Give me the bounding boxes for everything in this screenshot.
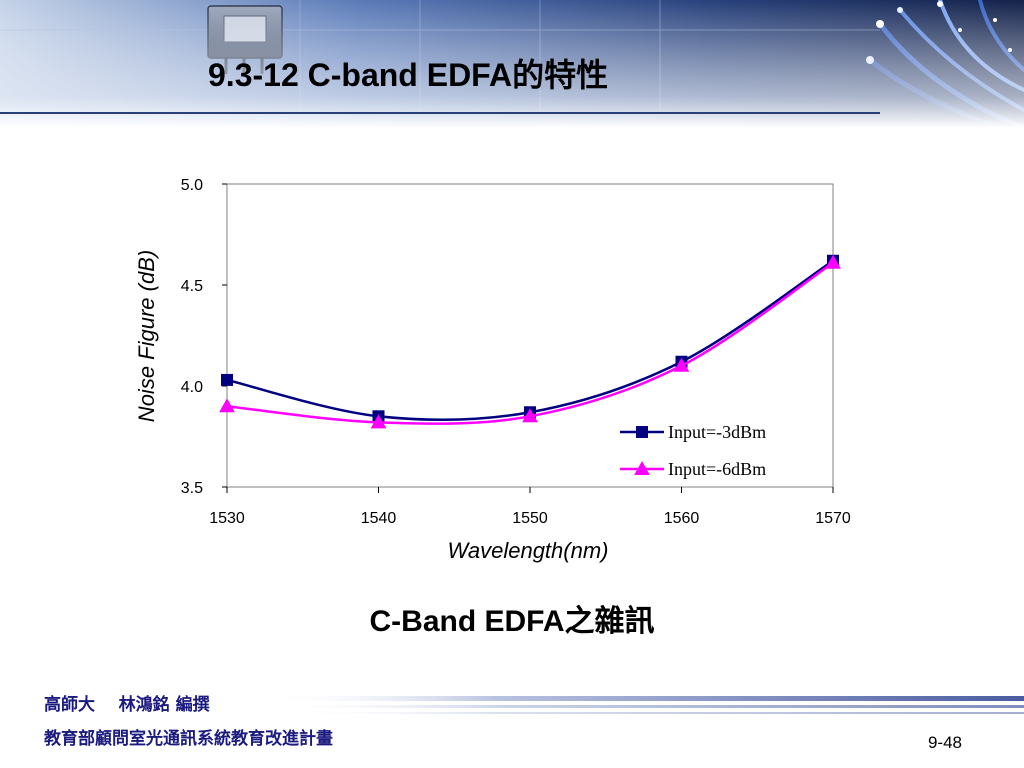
data-point xyxy=(219,398,235,413)
footer-bar xyxy=(0,690,1024,734)
footer-project: 教育部顧問室光通訊系統教育改進計畫 xyxy=(44,729,333,749)
data-point xyxy=(221,373,233,386)
data-point xyxy=(825,254,841,269)
legend-label: Input=-3dBm xyxy=(668,422,766,442)
y-tick-label: 5.0 xyxy=(181,177,203,194)
y-axis-label: Noise Figure (dB) xyxy=(134,250,159,422)
data-point xyxy=(522,408,538,423)
noise-figure-chart: 3.5 4.0 4.5 5.0 1530 1540 1550 1560 1570 Input=-… xyxy=(134,177,851,563)
x-axis-label: Wavelength(nm) xyxy=(448,538,609,563)
page-title: 9.3-12 C-band EDFA的特性 xyxy=(208,57,609,93)
page-number: 9-48 xyxy=(927,733,962,752)
data-point xyxy=(673,357,690,372)
x-tick-label: 1550 xyxy=(512,510,548,527)
x-tick-label: 1540 xyxy=(361,510,397,527)
y-tick-label: 4.5 xyxy=(181,278,203,295)
y-tick-label: 4.0 xyxy=(181,379,203,396)
legend-marker xyxy=(636,426,648,438)
chart-caption: C-Band EDFA之雜訊 xyxy=(369,605,655,638)
header-banner xyxy=(0,0,1024,128)
banner-graphic xyxy=(0,0,1024,128)
legend-marker xyxy=(634,460,650,475)
data-point xyxy=(370,414,387,429)
x-tick-label: 1560 xyxy=(664,510,700,527)
legend: Input=-3dBm Input=-6dBm xyxy=(620,422,766,479)
x-tick-label: 1570 xyxy=(815,510,851,527)
footer-stripes xyxy=(270,696,1024,714)
series-2 xyxy=(219,254,841,429)
legend-label: Input=-6dBm xyxy=(668,459,766,479)
y-tick-label: 3.5 xyxy=(181,480,203,497)
x-tick-label: 1530 xyxy=(209,510,245,527)
footer-author: 高師大 林鴻銘 編撰 xyxy=(44,695,210,715)
